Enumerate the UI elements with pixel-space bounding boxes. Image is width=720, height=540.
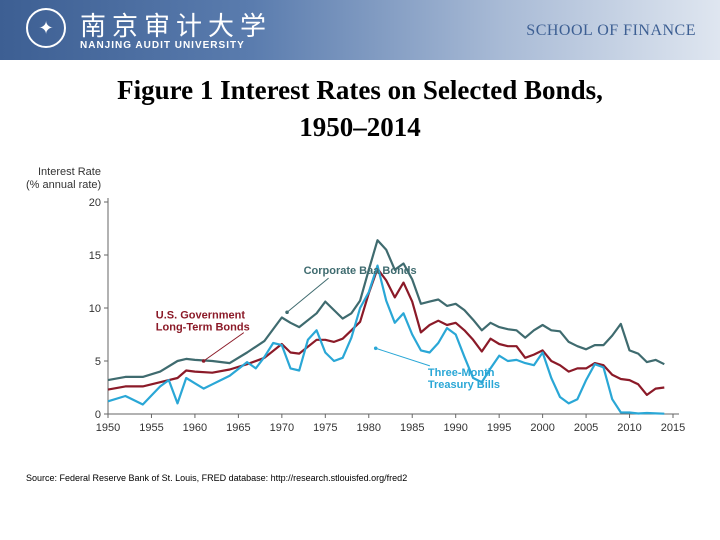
x-tick-label: 2005 [574,422,598,434]
figure-title-line1: Figure 1 Interest Rates on Selected Bond… [117,75,603,105]
school-name: SCHOOL OF FINANCE [526,22,696,39]
x-tick-label: 1985 [400,422,424,434]
interest-rate-chart: Interest Rate(% annual rate) 0 5 10 15 20 1950… [26,166,685,434]
x-tick-label: 2015 [661,422,685,434]
x-tick-label: 2010 [617,422,641,434]
x-tick-label: 1980 [357,422,381,434]
y-tick-label: 20 [89,197,101,209]
figure-title: Figure 1 Interest Rates on Selected Bond… [0,72,720,146]
y-tick-label: 5 [95,356,101,368]
x-tick-label: 1955 [139,422,163,434]
header-banner: ✦ 南京审计大学 NANJING AUDIT UNIVERSITY SCHOOL… [0,0,720,60]
y-tick-label: 10 [89,303,101,315]
annotation-label-2: Treasury Bills [428,379,500,391]
x-tick-label: 1970 [270,422,294,434]
source-note: Source: Federal Reserve Bank of St. Loui… [26,473,408,483]
annotation-label-0: Corporate Baa Bonds [304,265,417,277]
annotation-arrow-0 [286,277,329,313]
series-line-0 [107,239,665,382]
annotation-arrow-head-0 [285,310,289,315]
x-tick-label: 1965 [226,422,250,434]
annotation-label-2: Three-Month [428,367,495,379]
y-tick-label: 0 [95,409,101,421]
y-axis-label-line2: (% annual rate) [26,179,101,191]
y-tick-label: 15 [89,250,101,262]
x-tick-label: 1990 [443,422,467,434]
annotation-arrow-head-2 [373,346,378,351]
x-tick-label: 1995 [487,422,511,434]
annotation-arrow-head-1 [201,359,206,363]
series-line-1 [107,267,665,396]
annotation-label-1: U.S. Government [156,310,246,322]
figure-title-line2: 1950–2014 [299,112,421,142]
annotation-arrow-2 [375,347,431,367]
annotation-arrow-1 [203,332,245,362]
x-tick-label: 1950 [96,422,120,434]
university-name-cn: 南京审计大学 [80,12,273,42]
annotation-label-1: Long-Term Bonds [156,322,250,334]
y-axis-label-line1: Interest Rate [38,166,101,178]
x-tick-label: 1960 [183,422,207,434]
x-tick-label: 2000 [530,422,554,434]
university-seal-icon: ✦ [26,8,66,48]
university-name-en: NANJING AUDIT UNIVERSITY [80,40,245,51]
series-line-2 [107,264,665,415]
x-tick-label: 1975 [313,422,337,434]
